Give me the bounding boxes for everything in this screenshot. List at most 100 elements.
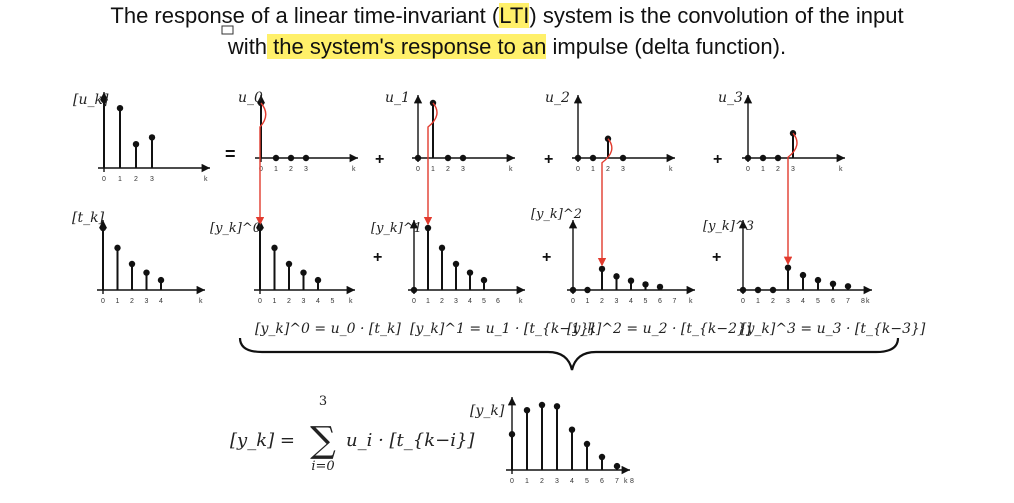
- tick-label: 2: [771, 298, 775, 305]
- stem-marker: [568, 426, 576, 433]
- stem-plot-u2: 0 1 2 3 k: [572, 95, 675, 173]
- tick-label: 8: [630, 478, 634, 485]
- stem-marker: [508, 431, 516, 438]
- stem-plot-impulse-response: 0 1 2 3 4 k: [97, 220, 205, 305]
- stem-marker: [759, 154, 767, 162]
- curly-brace: [238, 337, 900, 371]
- stem-plot-y2: 0 1 2 3 4 5 6 7 k: [567, 220, 695, 305]
- sigma-icon: ∑: [310, 420, 336, 461]
- tick-label: 1: [118, 176, 122, 183]
- title-highlight-response: the system's response to an: [267, 34, 547, 59]
- tick-label: 2: [606, 166, 610, 173]
- stem-marker: [754, 286, 762, 294]
- stem-plot-input: 0 1 2 3 k: [98, 92, 210, 183]
- stem-marker: [613, 273, 620, 280]
- stem-plot-y0: 0 1 2 3 4 5 k: [254, 220, 355, 305]
- stem-marker: [574, 154, 582, 162]
- stem-marker: [302, 154, 310, 162]
- comment-icon: [221, 25, 234, 35]
- stem-marker: [466, 269, 474, 276]
- tick-label: 3: [555, 478, 559, 485]
- axis-label-k: k: [199, 298, 203, 305]
- stem-marker: [784, 264, 792, 271]
- stem-marker: [424, 224, 432, 232]
- equation-y3: [y_k]^3 = u_3 · [t_{k−3}]: [741, 321, 926, 337]
- stem-marker: [99, 224, 107, 232]
- tick-label: 6: [658, 298, 662, 305]
- equals-sign: =: [225, 144, 236, 164]
- tick-label: 2: [289, 166, 293, 173]
- tick-label: 3: [145, 298, 149, 305]
- sum-body: u_i · [t_{k−i}]: [346, 430, 475, 451]
- label-u0: u_0: [238, 90, 263, 106]
- stem-plot-y1: 0 1 2 3 4 5 6 k: [408, 220, 525, 305]
- stem-marker: [452, 260, 460, 268]
- stem-marker: [480, 276, 488, 284]
- title-highlight-lti: LTI: [499, 3, 530, 28]
- label-yk3: [y_k]^3: [703, 219, 754, 234]
- label-yk-output: [y_k]: [470, 403, 505, 419]
- tick-label: 6: [600, 478, 604, 485]
- stem-marker: [844, 283, 852, 290]
- tick-label: 3: [791, 166, 795, 173]
- stem-marker: [116, 104, 124, 112]
- tick-label: 2: [446, 166, 450, 173]
- tick-label: 4: [316, 298, 320, 305]
- label-u3: u_3: [718, 90, 743, 106]
- stem-marker: [114, 244, 121, 252]
- sum-upper-limit: 3: [319, 394, 327, 409]
- tick-label: 3: [615, 298, 619, 305]
- title-text: impulse (delta function).: [546, 34, 787, 59]
- equation-y0: [y_k]^0 = u_0 · [t_k]: [255, 321, 401, 337]
- stem-marker: [148, 134, 156, 141]
- axis-label-k: k: [689, 298, 693, 305]
- stem-plot-output: 0 1 2 3 4 5 6 7 8k: [506, 397, 634, 485]
- label-u2: u_2: [545, 90, 570, 106]
- plus-sign: +: [542, 249, 551, 266]
- plus-sign: +: [375, 151, 384, 168]
- tick-label: 3: [304, 166, 308, 173]
- tick-label: 0: [576, 166, 580, 173]
- sum-lower-limit: i=0: [311, 459, 334, 474]
- axis-label-k: k: [509, 166, 513, 173]
- tick-label: 1: [756, 298, 760, 305]
- slide-title: The response of a linear time-invariant …: [0, 0, 1014, 62]
- tick-label: 2: [776, 166, 780, 173]
- stem-marker: [569, 286, 577, 294]
- stem-marker: [438, 244, 446, 252]
- stem-marker: [598, 453, 606, 461]
- stem-marker: [598, 265, 606, 273]
- label-yk2: [y_k]^2: [531, 207, 582, 222]
- stem-marker: [739, 286, 747, 294]
- stem-marker: [642, 281, 649, 288]
- stem-marker: [774, 154, 782, 162]
- stem-marker: [132, 141, 140, 148]
- tick-label: 3: [150, 176, 154, 183]
- sum-lhs: [y_k] =: [230, 430, 295, 451]
- tick-label: 0: [259, 166, 263, 173]
- plus-sign: +: [373, 249, 382, 266]
- tick-label: 4: [629, 298, 633, 305]
- stem-marker: [314, 276, 322, 284]
- tick-label: 1: [431, 166, 435, 173]
- stem-marker: [271, 244, 278, 252]
- tick-label: 6: [831, 298, 835, 305]
- stem-marker: [414, 154, 422, 162]
- title-line-1: The response of a linear time-invariant …: [0, 0, 1014, 31]
- tick-label: 4: [159, 298, 163, 305]
- tick-label: 7: [673, 298, 677, 305]
- stem-marker: [410, 286, 418, 294]
- stem-marker: [157, 276, 165, 284]
- title-text: The response of a linear time-invariant …: [110, 3, 500, 28]
- axis-label-k: k: [839, 166, 843, 173]
- stem-marker: [538, 401, 546, 409]
- tick-label: 8: [861, 298, 865, 305]
- stem-marker: [619, 154, 627, 162]
- red-arrow: [423, 102, 438, 226]
- tick-label: 4: [801, 298, 805, 305]
- label-uk: [u_k]: [73, 92, 109, 108]
- axis-label-k: k: [669, 166, 673, 173]
- stem-marker: [143, 269, 150, 276]
- axis-label-k: k: [519, 298, 523, 305]
- tick-label: 6: [496, 298, 500, 305]
